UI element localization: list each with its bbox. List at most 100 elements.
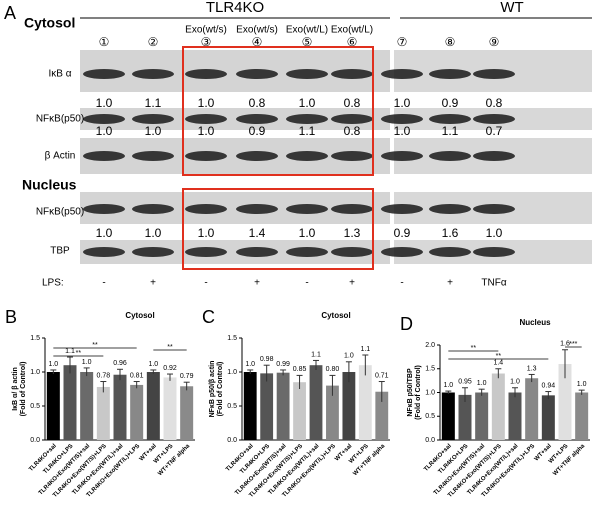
quant-value: 0.8 (344, 124, 361, 138)
bar (441, 392, 455, 440)
lane-number: ① (99, 35, 110, 49)
lane-number: ② (148, 35, 159, 49)
blot-band (429, 204, 471, 214)
bar (243, 372, 257, 440)
y-tick-label: 1.0 (30, 369, 40, 376)
quant-value: 1.6 (442, 226, 459, 240)
blot-band (429, 114, 471, 124)
significance-label: ** (471, 345, 477, 352)
bar (260, 373, 274, 440)
treatment: - (400, 278, 403, 289)
value-label: 0.81 (130, 372, 144, 379)
blot-band (429, 151, 471, 161)
value-label: 0.71 (375, 372, 389, 379)
blot-label: TBP (50, 246, 70, 257)
y-tick-label: 1.5 (227, 335, 237, 342)
blot-band (331, 69, 373, 79)
lane-number: ⑥ (347, 35, 358, 49)
y-tick-label: 0.5 (30, 403, 40, 410)
bar (80, 372, 94, 440)
bar (491, 373, 505, 440)
treatment: + (150, 278, 156, 289)
blot-band (236, 204, 278, 214)
blot-strip (80, 108, 390, 130)
significance-label: ** (167, 344, 173, 351)
value-label: 1.6 (560, 341, 570, 348)
blot-band (83, 114, 125, 124)
value-label: 1.0 (443, 382, 453, 389)
quant-value: 1.0 (394, 124, 411, 138)
value-label: 1.0 (477, 380, 487, 387)
exo-label: Exo(wt/L) (331, 25, 373, 36)
y-tick-label: 1.5 (30, 335, 40, 342)
blot-band (381, 204, 423, 214)
blot-band (185, 151, 227, 161)
bar (508, 392, 522, 440)
highlight-box (182, 46, 374, 176)
bar (63, 365, 77, 440)
value-label: 0.94 (542, 382, 556, 389)
value-label: 1.1 (65, 348, 75, 355)
blot-band (381, 114, 423, 124)
treatment: TNFα (481, 278, 506, 289)
group-header: TLR4KO (206, 0, 264, 16)
treatment: - (204, 278, 207, 289)
bar (326, 385, 339, 440)
value-label: 1.0 (577, 381, 587, 388)
significance-label: ** (496, 353, 502, 360)
blot-band (286, 247, 328, 257)
lane-number: ⑨ (489, 35, 500, 49)
y-tick-label: 0.0 (425, 437, 435, 444)
value-label: 1.0 (510, 379, 520, 386)
y-tick-label: 1.0 (425, 389, 435, 396)
blot-band (236, 247, 278, 257)
exo-label: Exo(wt/L) (286, 25, 328, 36)
x-tick-label: WT+TNF alpha (157, 443, 191, 477)
blot-band (236, 114, 278, 124)
chart-title: Cytosol (321, 311, 350, 320)
quant-value: 1.1 (145, 96, 162, 110)
y-axis-label: NFκB p50/TBP (407, 368, 414, 417)
treatment: + (254, 278, 260, 289)
value-label: 0.95 (458, 379, 472, 386)
section-title: Nucleus (22, 177, 77, 193)
blot-band (83, 247, 125, 257)
value-label: 1.3 (527, 365, 537, 372)
bar (458, 394, 472, 440)
bar (96, 386, 110, 440)
exo-label: Exo(wt/s) (236, 25, 278, 36)
y-tick-label: 0.0 (227, 437, 237, 444)
y-tick-label: 0.5 (227, 403, 237, 410)
blot-band (331, 114, 373, 124)
blot-band (132, 204, 174, 214)
quant-value: 0.8 (344, 96, 361, 110)
bar (342, 372, 356, 440)
lane-number: ⑤ (302, 35, 313, 49)
y-axis-label: NFκB p50/β actin (209, 361, 216, 418)
value-label: 1.4 (493, 360, 503, 367)
value-label: 0.78 (97, 372, 111, 379)
panel-label: A (4, 3, 16, 23)
quant-value: 0.7 (486, 124, 503, 138)
blot-band (473, 151, 515, 161)
blot-label: IκB α (48, 69, 71, 80)
blot-band (473, 204, 515, 214)
value-label: 0.98 (260, 356, 274, 363)
quant-value: 1.3 (344, 226, 361, 240)
lane-number: ⑦ (397, 35, 408, 49)
panel-label: D (400, 314, 413, 334)
blot-band (236, 151, 278, 161)
quant-value: 1.0 (299, 226, 316, 240)
x-tick-label: WT+TNF alpha (352, 443, 386, 477)
value-label: 1.0 (148, 361, 158, 368)
bar (146, 372, 160, 440)
bar (475, 392, 489, 440)
bar (309, 365, 323, 440)
blot-band (473, 114, 515, 124)
blot-band (286, 151, 328, 161)
quant-value: 0.8 (486, 96, 503, 110)
blot-band (473, 247, 515, 257)
blot-band (83, 151, 125, 161)
y-tick-label: 1.5 (425, 366, 435, 373)
